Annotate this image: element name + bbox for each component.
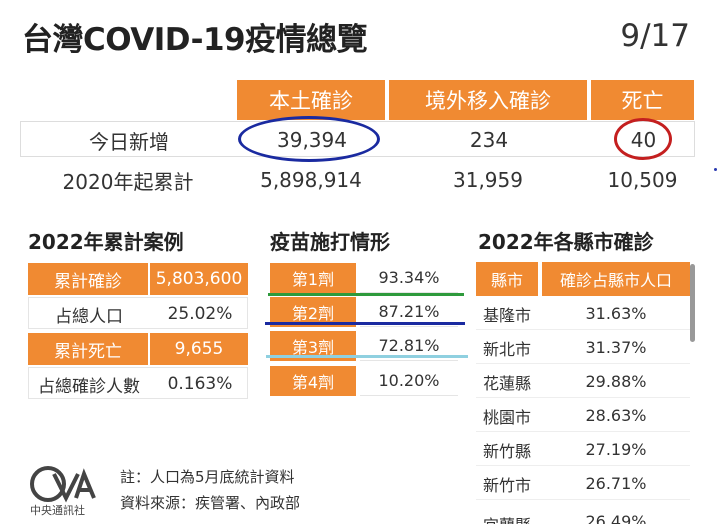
- cum-value: 9,655: [150, 333, 248, 365]
- cyan-underline-annotation: [266, 355, 468, 358]
- blue-underline-annotation: [265, 322, 465, 325]
- county-name: 新竹縣: [482, 441, 531, 461]
- dose4-row: 第4劑 10.20%: [270, 366, 460, 396]
- cumulative-deaths-row: 累計死亡 9,655: [28, 333, 248, 365]
- death-share-row: 占總確診人數 0.163%: [28, 367, 248, 399]
- row-label: 2020年起累計: [62, 169, 194, 194]
- green-underline-annotation: [268, 293, 464, 296]
- cum-label: 占總確診人數: [38, 376, 140, 397]
- col-local-cases: 本土確診: [237, 80, 385, 120]
- county-pct: 31.63%: [585, 304, 647, 323]
- county-name: 花蓮縣: [482, 373, 531, 393]
- cum-value: 5,803,600: [150, 263, 248, 295]
- dose-label: 第1劑: [270, 263, 356, 293]
- cna-logo-icon: [30, 466, 96, 503]
- county-pct: 29.88%: [585, 372, 647, 391]
- red-circle-annotation: [614, 118, 672, 160]
- logo-caption: 中央通訊社: [30, 504, 85, 517]
- county-pct: 28.63%: [585, 406, 647, 425]
- dose-value: 10.20%: [360, 366, 458, 396]
- cum-value: 0.163%: [167, 374, 233, 394]
- page-title: 台灣COVID-19疫情總覽: [22, 22, 368, 58]
- dose-value: 87.21%: [360, 297, 458, 327]
- county-pct: 27.19%: [585, 440, 647, 459]
- table-row: 桃園市 28.63%: [476, 399, 690, 432]
- table-row: 基隆市 31.63%: [476, 297, 690, 330]
- row-label: 今日新增: [89, 129, 169, 154]
- table-row: 新北市 31.37%: [476, 331, 690, 364]
- footnote-source: 資料來源：疾管署、內政部: [120, 494, 301, 512]
- counties-title: 2022年各縣市確診: [478, 230, 654, 254]
- total-deaths: 10,509: [607, 168, 678, 192]
- cum-value: 25.02%: [167, 304, 233, 324]
- county-name: 基隆市: [482, 305, 531, 325]
- county-pct: 26.71%: [585, 474, 647, 493]
- blue-circle-annotation: [238, 116, 380, 162]
- county-name: 宜蘭縣: [476, 510, 538, 524]
- county-name: 新竹市: [482, 475, 531, 495]
- county-pct: 26.49%: [585, 512, 647, 524]
- footnote-population: 註：人口為5月底統計資料: [120, 468, 295, 486]
- table-row: 花蓮縣 29.88%: [476, 365, 690, 398]
- col-county-pct: 確診占縣市人口: [542, 262, 690, 296]
- vaccine-title: 疫苗施打情形: [270, 230, 390, 254]
- county-pct: 31.37%: [585, 338, 647, 357]
- today-imported: 234: [469, 128, 509, 152]
- cum-label: 占總人口: [55, 306, 123, 327]
- dose-value: 93.34%: [360, 263, 458, 293]
- total-local: 5,898,914: [260, 168, 362, 192]
- col-county: 縣市: [476, 262, 538, 296]
- dose1-row: 第1劑 93.34%: [270, 263, 460, 293]
- table-scrollbar[interactable]: [690, 264, 695, 342]
- cum-label: 累計確診: [28, 263, 148, 295]
- pen-dot: [714, 168, 717, 171]
- table-row-partial: 宜蘭縣 26.49%: [476, 510, 690, 524]
- county-name: 新北市: [482, 339, 531, 359]
- total-imported: 31,959: [453, 168, 523, 192]
- col-deaths: 死亡: [591, 80, 694, 120]
- county-name: 桃園市: [482, 407, 531, 427]
- cumulative-row: 2020年起累計 5,898,914 31,959 10,509: [20, 162, 695, 198]
- cum-label: 累計死亡: [28, 333, 148, 365]
- dose-label: 第4劑: [270, 366, 356, 396]
- dose-value: 72.81%: [360, 331, 458, 361]
- table-row: 新竹縣 27.19%: [476, 433, 690, 466]
- population-share-row: 占總人口 25.02%: [28, 297, 248, 329]
- cumulative-title: 2022年累計案例: [28, 230, 184, 254]
- date-label: 9/17: [620, 18, 690, 54]
- table-row: 新竹市 26.71%: [476, 467, 690, 500]
- cumulative-cases-row: 累計確診 5,803,600: [28, 263, 248, 295]
- col-imported-cases: 境外移入確診: [389, 80, 587, 120]
